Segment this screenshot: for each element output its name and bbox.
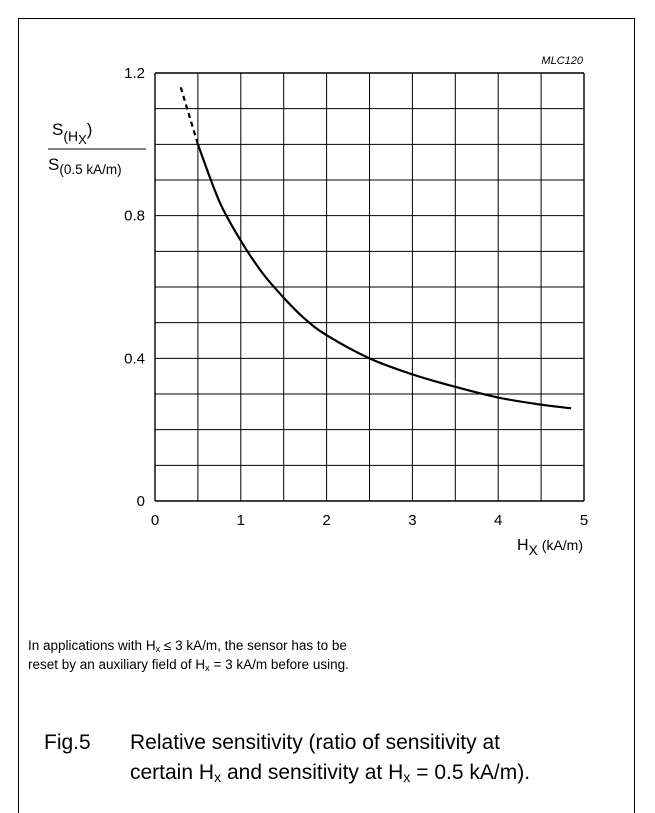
x-tick-label: 3: [408, 512, 416, 529]
chart-series: [179, 86, 572, 410]
figure-code: MLC120: [541, 55, 583, 67]
x-tick-label: 2: [322, 512, 330, 529]
x-tick-label: 1: [237, 512, 245, 529]
figure-frame: [18, 18, 635, 813]
figure-number: Fig.5: [44, 731, 91, 754]
y-axis-label-numerator: S(HX): [52, 120, 92, 147]
y-tick-label: 0.4: [124, 350, 145, 367]
sensitivity-curve-dashed: [179, 86, 199, 145]
y-axis-label-denominator: S(0.5 kA/m): [48, 155, 122, 177]
caption-text: Relative sensitivity (ratio of sensitivi…: [130, 731, 531, 787]
y-tick-label: 0.8: [124, 208, 145, 225]
x-tick-label: 5: [580, 512, 588, 529]
application-note: In applications with Hx ≤ 3 kA/m, the se…: [28, 636, 548, 674]
sensitivity-curve: [196, 143, 572, 410]
note-line-2: reset by an auxiliary field of Hx = 3 kA…: [28, 657, 349, 674]
note-line-1: In applications with Hx ≤ 3 kA/m, the se…: [28, 638, 347, 655]
chart-grid: [154, 72, 585, 502]
x-axis-label: HX (kA/m): [517, 537, 583, 558]
x-tick-label: 4: [494, 512, 502, 529]
chart: 0 1 2 3 4 5 0 0.4 0.8 1.2 MLC120 S(HX) S(0.5 kA/m…: [48, 55, 588, 558]
y-tick-label: 1.2: [124, 65, 145, 82]
chart-ticks: 0 1 2 3 4 5 0 0.4 0.8 1.2: [124, 65, 588, 529]
y-tick-label: 0: [137, 493, 145, 510]
x-tick-label: 0: [151, 512, 159, 529]
